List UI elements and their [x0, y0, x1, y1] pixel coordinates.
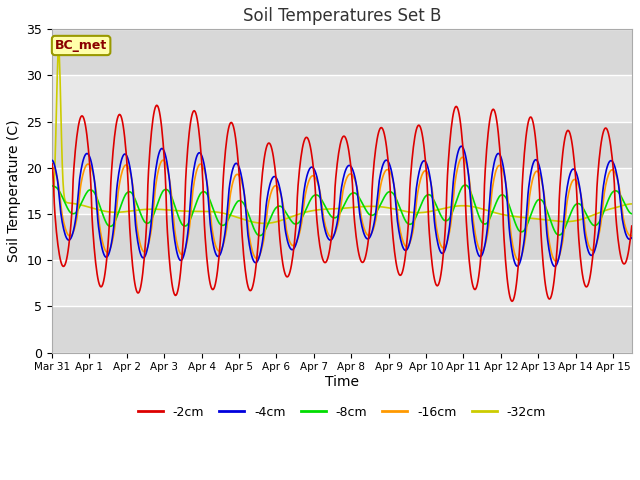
-4cm: [488, 169, 496, 175]
-4cm: [84, 151, 92, 156]
-32cm: [48, 196, 56, 202]
Line: -32cm: -32cm: [52, 48, 632, 223]
-4cm: [548, 260, 556, 265]
Bar: [52, 306, 632, 352]
-2cm: [401, 258, 408, 264]
-2cm: [419, 131, 426, 137]
-8cm: [490, 207, 497, 213]
-16cm: [48, 165, 56, 170]
-32cm: [419, 210, 427, 216]
Title: Soil Temperatures Set B: Soil Temperatures Set B: [243, 7, 441, 25]
-32cm: [628, 201, 636, 207]
-8cm: [256, 233, 264, 239]
-32cm: [549, 218, 557, 224]
-16cm: [459, 155, 467, 160]
Line: -16cm: -16cm: [52, 157, 632, 261]
-2cm: [48, 161, 56, 167]
-8cm: [385, 189, 393, 195]
-16cm: [628, 233, 636, 239]
Legend: -2cm, -4cm, -8cm, -16cm, -32cm: -2cm, -4cm, -8cm, -16cm, -32cm: [132, 401, 551, 424]
Line: -8cm: -8cm: [52, 185, 632, 236]
-2cm: [549, 287, 557, 293]
-16cm: [417, 174, 425, 180]
-4cm: [551, 264, 559, 269]
-2cm: [628, 223, 636, 229]
-32cm: [84, 204, 92, 210]
Bar: [52, 29, 632, 75]
Y-axis label: Soil Temperature (C): Soil Temperature (C): [7, 120, 21, 262]
Bar: [52, 168, 632, 214]
Bar: [52, 214, 632, 260]
X-axis label: Time: Time: [325, 375, 359, 389]
-16cm: [552, 258, 559, 264]
Bar: [52, 260, 632, 306]
-16cm: [548, 252, 556, 257]
-8cm: [628, 211, 636, 216]
-4cm: [385, 159, 392, 165]
-8cm: [419, 200, 426, 205]
-8cm: [461, 182, 468, 188]
-2cm: [153, 102, 161, 108]
-16cm: [400, 241, 408, 247]
-32cm: [401, 208, 409, 214]
Line: -2cm: -2cm: [52, 105, 632, 301]
Bar: [52, 75, 632, 121]
-32cm: [490, 209, 497, 215]
-4cm: [417, 161, 425, 167]
-8cm: [401, 216, 408, 222]
-8cm: [549, 224, 557, 229]
-32cm: [387, 205, 394, 211]
Bar: [52, 121, 632, 168]
-2cm: [488, 107, 496, 113]
-4cm: [458, 144, 465, 149]
Text: BC_met: BC_met: [55, 39, 108, 52]
-16cm: [84, 161, 92, 167]
-8cm: [84, 189, 92, 194]
-8cm: [48, 183, 56, 189]
-2cm: [84, 139, 92, 144]
-2cm: [508, 299, 516, 304]
-4cm: [628, 235, 636, 240]
-32cm: [55, 46, 63, 51]
-4cm: [48, 157, 56, 163]
-4cm: [400, 246, 408, 252]
Line: -4cm: -4cm: [52, 146, 632, 266]
-16cm: [385, 168, 392, 173]
-2cm: [385, 174, 393, 180]
-16cm: [488, 185, 496, 191]
-32cm: [261, 220, 269, 226]
